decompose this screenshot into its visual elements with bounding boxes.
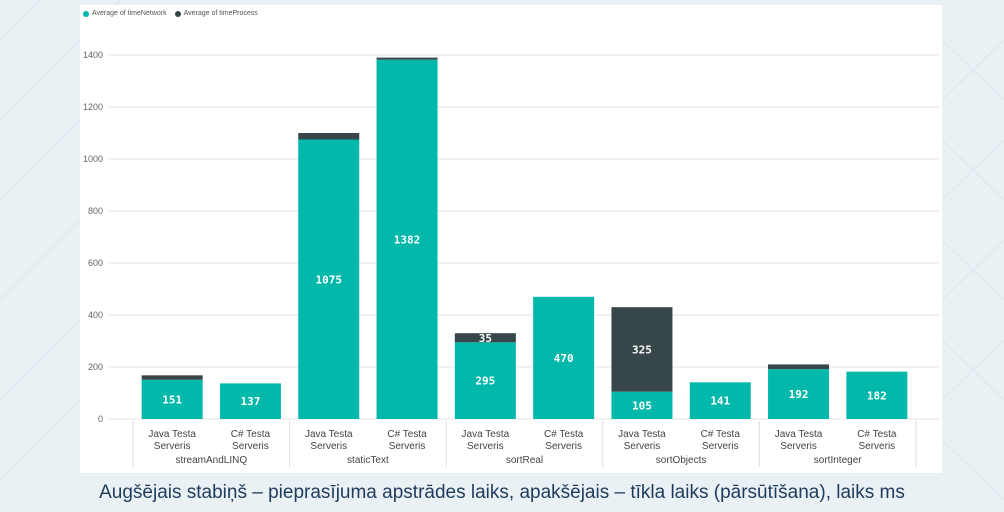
legend-dot-process (174, 10, 181, 17)
data-label-network: 295 (475, 375, 495, 388)
x-tick-label: Serveris (310, 441, 347, 452)
data-label-network: 192 (789, 388, 809, 401)
bar-timeProcess (376, 57, 438, 60)
x-tick-label: Serveris (154, 441, 191, 452)
x-tick-label: Java Testa (775, 429, 823, 440)
x-tick-label: Serveris (467, 441, 504, 452)
bar-timeNetwork (298, 139, 360, 419)
x-tick-label: Serveris (389, 441, 426, 452)
data-label-network: 470 (554, 352, 574, 365)
legend-dot-network (83, 10, 89, 17)
bar-timeNetwork (376, 59, 438, 420)
data-label-network: 137 (241, 395, 261, 408)
x-tick-label: C# Testa (857, 429, 897, 440)
y-tick-label: 600 (88, 258, 103, 268)
bar-timeNetwork (533, 296, 595, 419)
bar-timeProcess (454, 333, 516, 343)
data-label-network: 151 (162, 393, 182, 406)
y-tick-label: 1000 (83, 154, 103, 164)
bar-timeNetwork (768, 369, 830, 419)
group-label: streamAndLINQ (175, 455, 247, 466)
data-label-network: 182 (867, 389, 887, 402)
data-label-network: 1075 (316, 273, 343, 286)
data-label-network: 105 (632, 399, 652, 412)
y-tick-label: 800 (88, 206, 103, 216)
group-label: staticText (347, 455, 389, 466)
data-label-network: 141 (710, 395, 730, 408)
x-tick-label: Serveris (702, 441, 739, 452)
bar-timeNetwork (219, 383, 281, 419)
data-label-process: 325 (632, 343, 652, 356)
x-tick-label: Java Testa (305, 429, 353, 440)
legend-label-network: Average of timeNetwork (92, 10, 167, 17)
legend-label-process: Average of timeProcess (183, 10, 258, 17)
x-tick-label: Serveris (859, 441, 896, 452)
x-tick-label: C# Testa (544, 429, 584, 440)
x-tick-label: Java Testa (462, 429, 510, 440)
bar-timeNetwork (611, 391, 673, 419)
x-tick-label: Serveris (624, 441, 661, 452)
group-label: sortReal (506, 455, 543, 466)
legend-item-process[interactable]: Average of timeProcess (174, 10, 258, 17)
x-tick-label: Java Testa (618, 429, 666, 440)
bar-timeProcess (141, 375, 203, 380)
x-tick-label: Java Testa (148, 429, 196, 440)
legend-item-network[interactable]: Average of timeNetwork (83, 10, 167, 17)
x-tick-label: C# Testa (231, 429, 271, 440)
bar-timeNetwork (689, 382, 751, 419)
bar-timeProcess (768, 364, 830, 370)
x-tick-label: Serveris (780, 441, 817, 452)
y-tick-label: 1400 (83, 50, 103, 60)
y-tick-label: 0 (98, 414, 103, 424)
slide-caption: Augšējais stabiņš – pieprasījuma apstrād… (99, 482, 905, 503)
y-tick-label: 200 (88, 362, 103, 372)
x-tick-label: C# Testa (387, 429, 427, 440)
x-tick-label: Serveris (545, 441, 582, 452)
y-tick-label: 1200 (83, 102, 103, 112)
group-label: sortObjects (656, 455, 707, 466)
chart-legend: Average of timeNetwork Average of timePr… (83, 10, 258, 17)
group-label: sortInteger (814, 455, 862, 466)
y-tick-label: 400 (88, 310, 103, 320)
x-tick-label: Serveris (232, 441, 269, 452)
data-label-process: 35 (479, 332, 492, 345)
bar-timeNetwork (846, 371, 908, 419)
bar-timeNetwork (454, 342, 516, 419)
bar-timeProcess (611, 307, 673, 392)
data-label-network: 1382 (394, 233, 421, 246)
x-tick-label: C# Testa (701, 429, 741, 440)
bar-timeNetwork (141, 379, 203, 419)
bar-timeProcess (298, 133, 360, 140)
